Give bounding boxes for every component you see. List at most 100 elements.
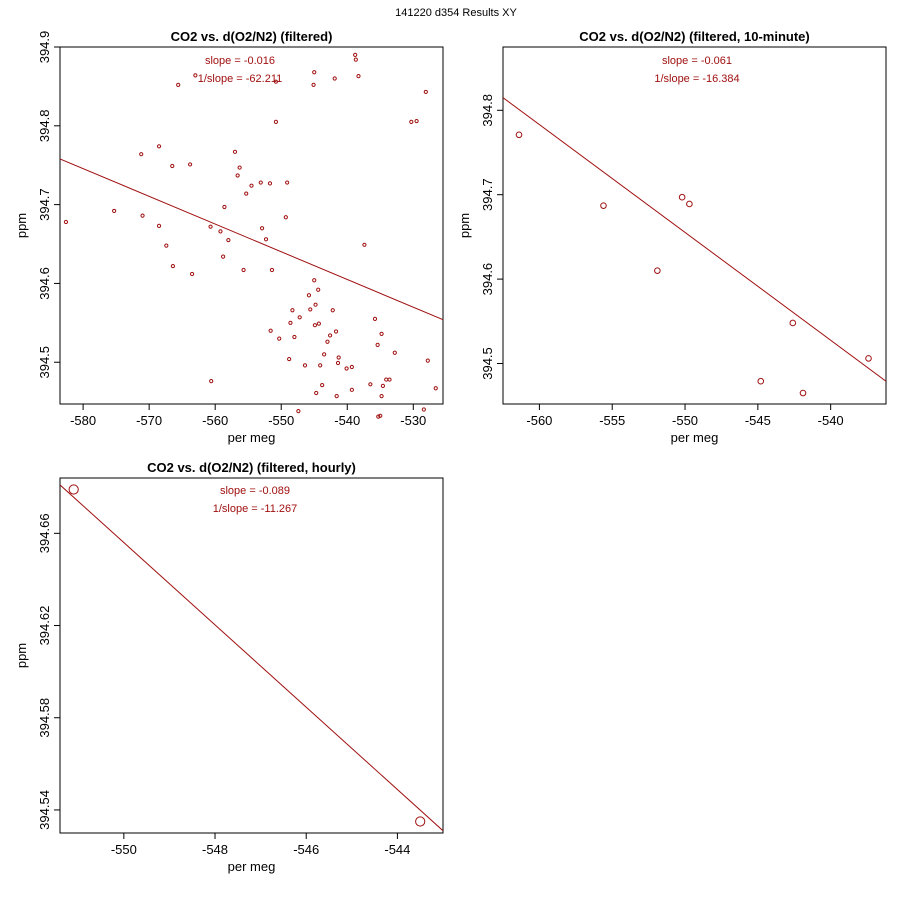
data-point [392,350,397,355]
data-point [241,267,246,273]
data-point [515,131,523,139]
data-point [290,308,295,313]
data-point [164,243,169,248]
y-tick-label: 394.66 [37,513,52,553]
data-point [112,208,117,214]
x-tick-label: -550 [672,413,698,428]
data-point [678,193,686,201]
data-point [156,223,162,228]
data-point [259,226,265,231]
data-point [235,173,240,178]
data-point [314,390,319,396]
panels-group: CO2 vs. d(O2/N2) (filtered) -580 -570 -560 -… [14,29,887,874]
plot-title: CO2 vs. d(O2/N2) (filtered) [171,29,333,44]
x-tick-label: -530 [400,413,426,428]
data-point [311,82,316,87]
data-point [170,163,175,169]
data-point [600,202,607,209]
x-tick-label: -580 [70,413,96,428]
figure-suptitle: 141220 d354 Results XY [395,7,517,19]
data-point [387,377,392,382]
plot-frame [502,46,887,405]
data-point [686,200,693,208]
y-tick-label: 394.6 [37,267,52,300]
y-axis-label: ppm [14,643,29,668]
y-axis-label: ppm [457,213,472,238]
data-point [356,74,361,79]
y-tick-label: 394.9 [37,31,52,64]
slope-annotation: 1/slope = -11.267 [213,503,298,515]
plot-title: CO2 vs. d(O2/N2) (filtered, hourly) [147,460,356,475]
data-point [187,162,193,167]
y-tick-label: 394.8 [480,94,495,127]
data-point [353,57,358,62]
data-point [384,377,389,382]
slope-annotation: slope = -0.016 [205,55,275,67]
data-point [176,82,181,87]
fit-line [60,158,443,321]
data-point [654,267,661,274]
data-point [379,394,384,399]
data-point [302,363,308,368]
data-point [425,358,430,363]
data-point [63,219,69,225]
y-tick-label: 394.62 [37,606,52,646]
data-point [379,331,384,336]
data-point [287,356,292,362]
data-point [322,352,327,357]
data-point [208,224,213,229]
data-point [170,263,176,269]
data-point [421,407,426,412]
data-point [237,165,242,170]
data-point [349,387,354,392]
plot-title: CO2 vs. d(O2/N2) (filtered, 10-minute) [579,29,809,44]
x-tick-label: -540 [334,413,360,428]
data-point [376,414,381,419]
data-point [349,364,354,370]
data-point [415,816,426,827]
data-point [263,237,269,242]
data-point [156,144,162,149]
y-tick-label: 394.7 [37,188,52,221]
y-tick-label: 394.58 [37,698,52,738]
data-point [292,334,297,340]
data-point [297,315,302,320]
data-point [308,307,313,312]
x-axis-label: per meg [228,859,276,874]
data-point [222,204,227,210]
data-point [380,383,386,388]
data-point [335,360,341,366]
data-point [244,191,249,196]
data-point [277,336,282,341]
x-tick-label: -548 [202,842,228,857]
data-point [333,329,339,334]
data-point [312,323,317,328]
data-point [423,89,428,95]
data-point [372,316,378,321]
y-tick-label: 394.5 [480,347,495,380]
slope-annotation: slope = -0.089 [220,485,290,497]
data-point [320,382,325,388]
data-point [375,342,380,347]
data-point [273,79,279,84]
data-point [226,237,231,243]
data-point [306,293,312,298]
x-tick-label: -570 [136,413,162,428]
y-tick-label: 394.6 [480,263,495,296]
panel-1: CO2 vs. d(O2/N2) (filtered) -580 -570 -560 -… [14,29,444,445]
data-point [433,386,438,391]
slope-annotation: 1/slope = -62.211 [198,73,283,85]
data-point [273,119,279,124]
data-point [865,355,872,362]
slope-annotation: 1/slope = -16.384 [654,73,739,85]
data-point [409,119,414,124]
data-point [414,118,419,124]
data-point [362,242,367,247]
y-tick-label: 394.54 [37,790,52,830]
data-point [249,183,254,188]
x-tick-label: -560 [526,413,552,428]
data-point [316,321,321,326]
data-point [344,366,349,371]
plot-frame [59,477,444,834]
data-point [232,149,238,154]
